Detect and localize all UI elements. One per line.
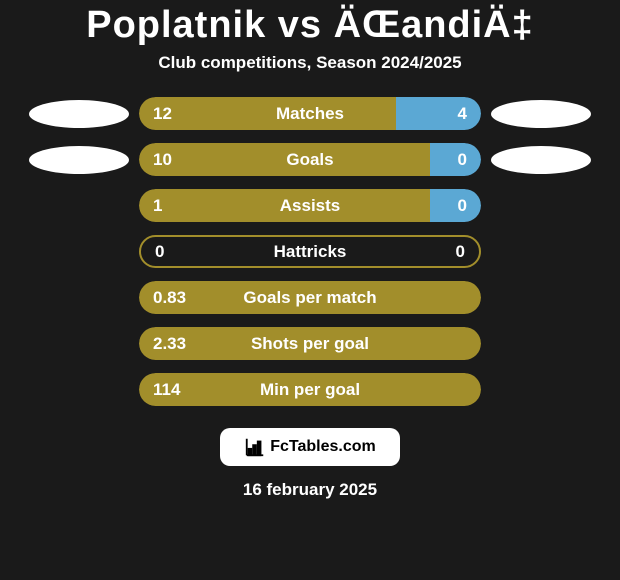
badge-placeholder	[29, 284, 129, 312]
player-badge-right	[491, 100, 591, 128]
stat-label: Matches	[276, 104, 344, 124]
stat-row: 10 0 Goals	[0, 143, 620, 176]
stat-value-left: 10	[153, 150, 172, 170]
stat-bar: 1 0 Assists	[139, 189, 481, 222]
stat-bar: 0 0 Hattricks	[139, 235, 481, 268]
stat-value-right: 0	[458, 196, 467, 216]
bar-fill-right	[430, 143, 481, 176]
brand-badge: FcTables.com	[220, 428, 400, 466]
stat-row: 114 Min per goal	[0, 373, 620, 406]
player-badge-right	[491, 146, 591, 174]
badge-placeholder	[491, 284, 591, 312]
stat-value-right: 0	[458, 150, 467, 170]
stat-value-left: 0.83	[153, 288, 186, 308]
stat-bar: 2.33 Shots per goal	[139, 327, 481, 360]
stat-label: Min per goal	[260, 380, 360, 400]
player-badge-left	[29, 146, 129, 174]
stat-bar: 114 Min per goal	[139, 373, 481, 406]
footer-date: 16 february 2025	[243, 480, 377, 500]
stat-value-right: 0	[456, 242, 465, 262]
chart-icon	[244, 436, 266, 458]
badge-placeholder	[29, 238, 129, 266]
stat-row: 2.33 Shots per goal	[0, 327, 620, 360]
stat-label: Assists	[280, 196, 340, 216]
stat-value-left: 12	[153, 104, 172, 124]
badge-placeholder	[29, 192, 129, 220]
stat-label: Goals per match	[243, 288, 376, 308]
stat-label: Goals	[286, 150, 333, 170]
bar-fill-right	[430, 189, 481, 222]
page-title: Poplatnik vs ÄŒandiÄ‡	[86, 4, 534, 47]
stat-value-left: 2.33	[153, 334, 186, 354]
bar-fill-left	[139, 143, 430, 176]
stat-value-left: 1	[153, 196, 162, 216]
stat-row: 0.83 Goals per match	[0, 281, 620, 314]
stat-label: Hattricks	[274, 242, 347, 262]
bar-fill-left	[139, 97, 396, 130]
stat-row: 1 0 Assists	[0, 189, 620, 222]
comparison-card: Poplatnik vs ÄŒandiÄ‡ Club competitions,…	[0, 0, 620, 580]
stats-list: 124Matches100Goals10Assists00Hattricks0.…	[0, 97, 620, 406]
page-subtitle: Club competitions, Season 2024/2025	[158, 53, 461, 73]
stat-row: 0 0 Hattricks	[0, 235, 620, 268]
brand-text: FcTables.com	[270, 438, 376, 456]
player-badge-left	[29, 100, 129, 128]
badge-placeholder	[491, 192, 591, 220]
stat-bar: 10 0 Goals	[139, 143, 481, 176]
badge-placeholder	[29, 376, 129, 404]
badge-placeholder	[29, 330, 129, 358]
stat-value-left: 114	[153, 380, 180, 400]
badge-placeholder	[491, 330, 591, 358]
badge-placeholder	[491, 376, 591, 404]
badge-placeholder	[491, 238, 591, 266]
stat-value-left: 0	[155, 242, 164, 262]
stat-value-right: 4	[458, 104, 467, 124]
stat-row: 12 4 Matches	[0, 97, 620, 130]
stat-bar: 12 4 Matches	[139, 97, 481, 130]
bar-fill-right	[396, 97, 482, 130]
stat-label: Shots per goal	[251, 334, 369, 354]
stat-bar: 0.83 Goals per match	[139, 281, 481, 314]
